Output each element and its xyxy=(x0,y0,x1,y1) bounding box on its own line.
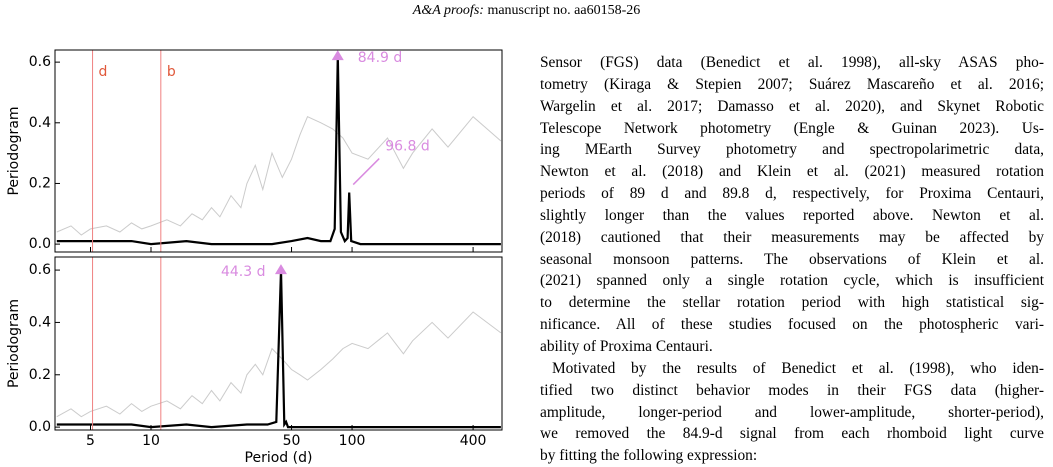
peak-label: 96.8 d xyxy=(385,139,430,155)
text-line: Motivated by the results of Benedict et … xyxy=(552,359,1044,377)
text-line: ability of Proxima Centauri. xyxy=(540,337,713,355)
text-column: Sensor (FGS) data (Benedict et al. 1998)… xyxy=(540,52,1044,467)
running-header: A&A proofs: manuscript no. aa60158-26 xyxy=(0,3,1053,19)
x-axis-label: Period (d) xyxy=(245,450,313,466)
plot-frame xyxy=(54,256,503,431)
y-tick-label: 0.2 xyxy=(29,367,51,383)
text-line: (2021) spanned only a single rotation cy… xyxy=(540,272,1044,290)
periodogram-background xyxy=(56,311,502,418)
text-line: to determine the stellar rotation period… xyxy=(540,294,1044,312)
journal: A&A proofs: xyxy=(412,3,484,18)
y-tick-label: 0.6 xyxy=(29,54,51,70)
y-tick-label: 0.2 xyxy=(29,175,51,191)
text-line: nificance. All of these studies focused … xyxy=(540,316,1044,334)
text-line: Telescope Network photometry (Engle & Gu… xyxy=(540,119,1044,137)
x-tick-label: 10 xyxy=(142,433,160,449)
y-tick-label: 0.6 xyxy=(29,262,51,278)
x-tick-label: 100 xyxy=(339,433,366,449)
x-tick-label: 400 xyxy=(460,433,487,449)
periodogram-background xyxy=(56,115,502,236)
peak-label: 44.3 d xyxy=(221,264,266,280)
text-line: we removed the 84.9-d signal from each r… xyxy=(540,425,1044,443)
text-line: Newton et al. (2018) and Klein et al. (2… xyxy=(540,163,1044,181)
y-tick-label: 0.4 xyxy=(29,314,51,330)
text-line: periods of 89 d and 89.8 d, respectively… xyxy=(540,185,1044,203)
text-line: Sensor (FGS) data (Benedict et al. 1998)… xyxy=(540,54,1044,71)
y-tick-label: 0.0 xyxy=(29,419,51,435)
text-line: Wargelin et al. 2017; Damasso et al. 202… xyxy=(540,97,1044,115)
peak-label: 84.9 d xyxy=(358,50,403,66)
text-line: by fitting the following expression: xyxy=(540,447,758,465)
periodogram-line xyxy=(56,56,501,246)
y-tick-label: 0.4 xyxy=(29,115,51,131)
text-line: ing MEarth Survey photometry and spectro… xyxy=(540,141,1044,159)
peak-marker xyxy=(274,264,287,275)
x-tick-label: 5 xyxy=(86,433,95,449)
text-line: seasonal monsoon patterns. The observati… xyxy=(540,250,1044,268)
peak-marker xyxy=(331,50,344,61)
text-line: tified two distinct behavior modes in th… xyxy=(540,381,1044,399)
plot-frame xyxy=(54,49,503,253)
y-axis-label: Periodogram xyxy=(6,299,22,388)
manuscript: manuscript no. aa60158-26 xyxy=(487,3,641,18)
text-line: slightly longer than the values reported… xyxy=(540,206,1044,224)
figure: d b 84.9 d 96.8 d 0.0 0.2 0.4 0.6 Periodogram 44.… xyxy=(6,49,503,466)
y-tick-label: 0.0 xyxy=(29,236,51,252)
peak-arrow xyxy=(352,158,380,186)
text-line: (2018) cautioned that their measurements… xyxy=(540,228,1044,246)
text-line: tometry (Kiraga & Stepien 2007; Suárez M… xyxy=(540,75,1044,93)
text-line: amplitude, longer-period and lower-ampli… xyxy=(540,403,1044,421)
periodogram-line xyxy=(56,270,501,429)
y-axis-label: Periodogram xyxy=(6,106,22,195)
x-tick-label: 50 xyxy=(283,433,301,449)
planet-label: b xyxy=(167,64,176,80)
planet-label: d xyxy=(99,64,108,80)
